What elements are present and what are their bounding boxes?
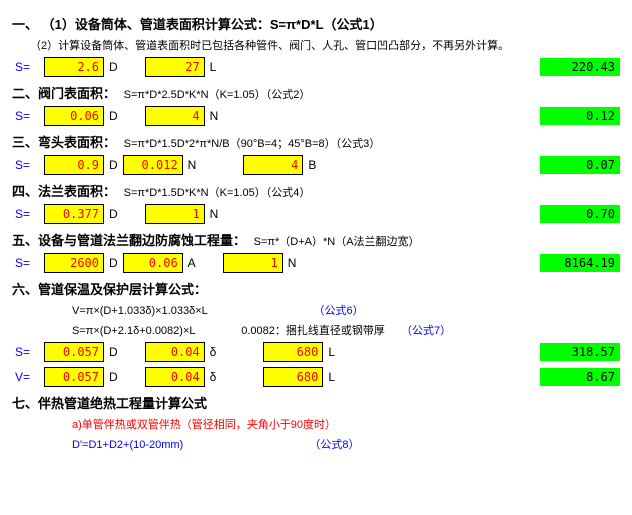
formula: S=π*D*2.5D*K*N（K=1.05）（公式2） bbox=[124, 89, 311, 101]
n-value[interactable]: 4 bbox=[145, 106, 205, 126]
formula-s-note: （公式7） bbox=[401, 325, 451, 337]
s-label: S= bbox=[12, 158, 42, 172]
formula-s-mid: 0.0082：捆扎线直径或钢带厚 bbox=[241, 325, 385, 337]
n-value[interactable]: 1 bbox=[223, 253, 283, 273]
heading-text: 五、设备与管道法兰翻边防腐蚀工程量： bbox=[12, 233, 246, 248]
result: 8.67 bbox=[540, 368, 620, 386]
n-value[interactable]: 1 bbox=[145, 204, 205, 224]
l-value[interactable]: 680 bbox=[263, 342, 323, 362]
a-label: A bbox=[185, 256, 199, 270]
d-value[interactable]: 2.6 bbox=[44, 57, 104, 77]
section1-note: （2）计算设备筒体、管道表面积时已包括各种管件、阀门、人孔、管口凹凸部分，不再另… bbox=[30, 37, 620, 53]
result: 220.43 bbox=[540, 58, 620, 76]
n-label: N bbox=[285, 256, 300, 270]
d-value[interactable]: 0.9 bbox=[44, 155, 104, 175]
result: 0.12 bbox=[540, 107, 620, 125]
formula-d-note: （公式8） bbox=[309, 439, 359, 451]
formula-v: V=π×(D+1.033δ)×1.033δ×L bbox=[72, 305, 207, 317]
n-value[interactable]: 0.012 bbox=[123, 155, 183, 175]
formula: S=π*D*1.5D*2*π*N/B（90°B=4；45°B=8）（公式3） bbox=[124, 138, 381, 150]
section2-heading: 二、阀门表面积： S=π*D*2.5D*K*N（K=1.05）（公式2） bbox=[12, 83, 620, 102]
section6-heading: 六、管道保温及保护层计算公式： bbox=[12, 279, 620, 298]
section7-note-a: a)单管伴热或双管伴热（管径相同，夹角小于90度时） bbox=[72, 416, 620, 432]
s-label: S= bbox=[12, 60, 42, 74]
s-label: S= bbox=[12, 345, 42, 359]
section7-heading: 七、伴热管道绝热工程量计算公式 bbox=[12, 393, 620, 412]
formula: S=π*D*1.5D*K*N（K=1.05）（公式4） bbox=[124, 187, 311, 199]
section4-row: S= 0.377 D 1 N 0.70 bbox=[12, 204, 620, 224]
section3-row: S= 0.9 D 0.012 N 4 B 0.07 bbox=[12, 155, 620, 175]
d-label: D bbox=[106, 345, 121, 359]
d-value[interactable]: 2600 bbox=[44, 253, 104, 273]
l-value[interactable]: 680 bbox=[263, 367, 323, 387]
section1-row: S= 2.6 D 27 L 220.43 bbox=[12, 57, 620, 77]
d-label: D bbox=[106, 370, 121, 384]
delta-label: δ bbox=[207, 345, 220, 359]
l-label: L bbox=[207, 60, 220, 74]
formula-d: D'=D1+D2+(10-20mm) bbox=[72, 439, 183, 451]
formula-v-note: （公式6） bbox=[313, 305, 363, 317]
result: 0.70 bbox=[540, 205, 620, 223]
delta-value[interactable]: 0.04 bbox=[145, 342, 205, 362]
d-value[interactable]: 0.06 bbox=[44, 106, 104, 126]
section5-heading: 五、设备与管道法兰翻边防腐蚀工程量： S=π*（D+A）*N（A法兰翻边宽） bbox=[12, 230, 620, 249]
l-label: L bbox=[325, 370, 338, 384]
l-value[interactable]: 27 bbox=[145, 57, 205, 77]
section6-s-row: S= 0.057 D 0.04 δ 680 L 318.57 bbox=[12, 342, 620, 362]
heading-text: 四、法兰表面积： bbox=[12, 184, 116, 199]
d-label: D bbox=[106, 207, 121, 221]
section6-v-row: V= 0.057 D 0.04 δ 680 L 8.67 bbox=[12, 367, 620, 387]
heading-text: 二、阀门表面积： bbox=[12, 86, 116, 101]
d-label: D bbox=[106, 256, 121, 270]
b-label: B bbox=[305, 158, 319, 172]
n-label: N bbox=[207, 109, 222, 123]
result: 318.57 bbox=[540, 343, 620, 361]
formula: S=π*（D+A）*N（A法兰翻边宽） bbox=[254, 236, 420, 248]
d-value[interactable]: 0.057 bbox=[44, 367, 104, 387]
d-value[interactable]: 0.377 bbox=[44, 204, 104, 224]
heading-text: 三、弯头表面积： bbox=[12, 135, 116, 150]
section4-heading: 四、法兰表面积： S=π*D*1.5D*K*N（K=1.05）（公式4） bbox=[12, 181, 620, 200]
l-label: L bbox=[325, 345, 338, 359]
n-label: N bbox=[207, 207, 222, 221]
d-label: D bbox=[106, 60, 121, 74]
s-label: S= bbox=[12, 256, 42, 270]
section5-row: S= 2600 D 0.06 A 1 N 8164.19 bbox=[12, 253, 620, 273]
section7-formula-row: D'=D1+D2+(10-20mm) （公式8） bbox=[72, 436, 620, 452]
section2-row: S= 0.06 D 4 N 0.12 bbox=[12, 106, 620, 126]
d-label: D bbox=[106, 109, 121, 123]
section3-heading: 三、弯头表面积： S=π*D*1.5D*2*π*N/B（90°B=4；45°B=… bbox=[12, 132, 620, 151]
s-label: S= bbox=[12, 109, 42, 123]
d-value[interactable]: 0.057 bbox=[44, 342, 104, 362]
n-label: N bbox=[185, 158, 200, 172]
b-value[interactable]: 4 bbox=[243, 155, 303, 175]
v-label: V= bbox=[12, 370, 42, 384]
formula-v-row: V=π×(D+1.033δ)×1.033δ×L （公式6） bbox=[72, 302, 620, 318]
delta-label: δ bbox=[207, 370, 220, 384]
a-value[interactable]: 0.06 bbox=[123, 253, 183, 273]
formula-s: S=π×(D+2.1δ+0.0082)×L bbox=[72, 325, 195, 337]
d-label: D bbox=[106, 158, 121, 172]
s-label: S= bbox=[12, 207, 42, 221]
result: 0.07 bbox=[540, 156, 620, 174]
section1-heading: 一、 （1）设备筒体、管道表面积计算公式：S=π*D*L（公式1） bbox=[12, 14, 620, 33]
delta-value[interactable]: 0.04 bbox=[145, 367, 205, 387]
result: 8164.19 bbox=[540, 254, 620, 272]
formula-s-row: S=π×(D+2.1δ+0.0082)×L 0.0082：捆扎线直径或钢带厚 （… bbox=[72, 322, 620, 338]
